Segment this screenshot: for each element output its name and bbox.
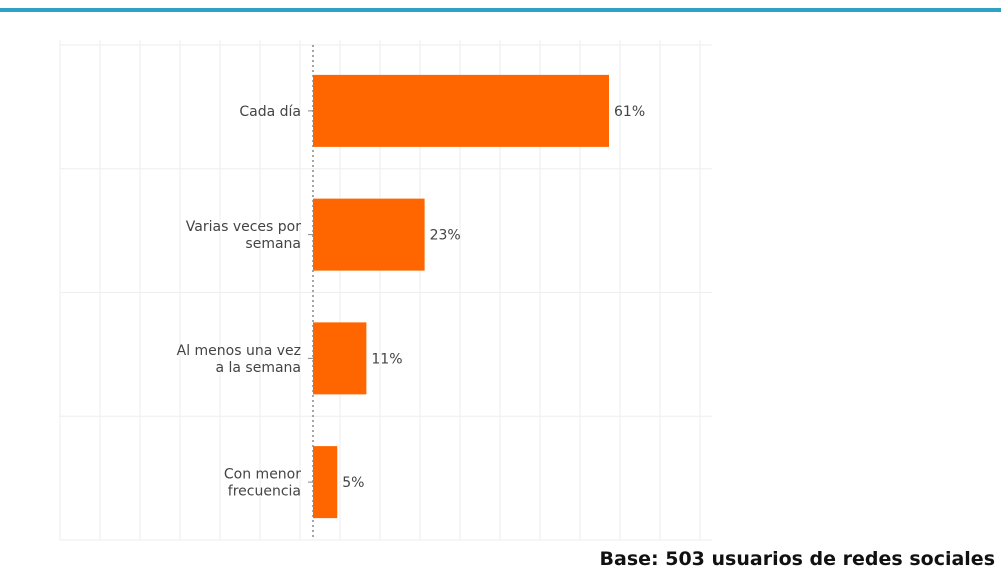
- top-accent-rule: [0, 8, 1001, 12]
- chart-bars: [313, 74, 609, 519]
- category-label: Cada día: [239, 104, 301, 120]
- value-label: 23%: [430, 228, 461, 244]
- value-label: 5%: [342, 475, 364, 491]
- category-label: Varias veces por semana: [186, 219, 301, 252]
- bar-4: [313, 446, 338, 519]
- base-note: Base: 503 usuarios de redes sociales: [599, 548, 995, 570]
- bar-2: [313, 198, 425, 271]
- category-label: Al menos una vez a la semana: [177, 343, 301, 376]
- category-label: Con menor frecuencia: [224, 467, 301, 500]
- value-label: 61%: [614, 104, 645, 120]
- value-label: 11%: [371, 351, 402, 367]
- chart-labels: Cada día 61% Varias veces por semana 23% Al m…: [177, 104, 646, 500]
- bar-1: [313, 74, 609, 147]
- bar-3: [313, 322, 367, 395]
- chart-axis: [308, 45, 314, 540]
